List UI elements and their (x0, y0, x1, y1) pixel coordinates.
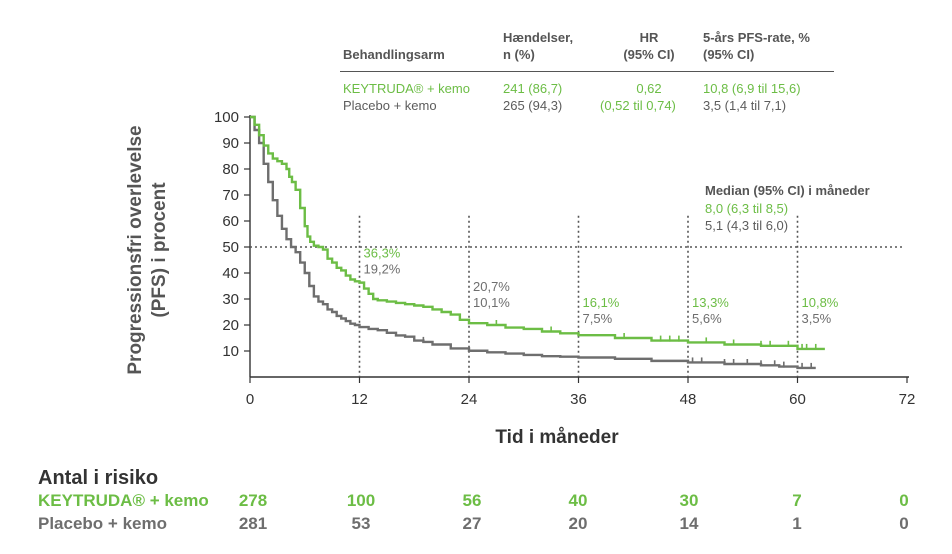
y-tick-label: 100 (214, 109, 239, 126)
row-keytruda-arm: KEYTRUDA® + kemo (343, 81, 470, 96)
risk-keytruda-label: KEYTRUDA® + kemo (38, 491, 209, 510)
x-tick-label: 36 (570, 391, 587, 408)
series-keytruda-curve (250, 115, 825, 351)
annotation-keytruda-60: 10,8% (802, 295, 839, 310)
risk-placebo-label: Placebo + kemo (38, 514, 167, 533)
x-tick-label: 72 (899, 391, 916, 408)
y-tick-label: 40 (222, 265, 239, 282)
row-placebo-hr-ci: (0,52 til 0,74) (600, 98, 676, 113)
annotation-keytruda-24: 20,7% (473, 279, 510, 294)
risk-keytruda-count: 7 (792, 491, 802, 510)
x-tick-label: 24 (461, 391, 478, 408)
table-header-events: Hændelser, n (%) (503, 30, 574, 62)
row-keytruda-rate: 10,8 (6,9 til 15,6) (703, 81, 801, 96)
median-keytruda: 8,0 (6,3 til 8,5) (705, 201, 789, 216)
annotation-placebo-36: 7,5% (583, 311, 613, 326)
annotation-keytruda-12: 36,3% (364, 245, 401, 260)
risk-keytruda-count: 278 (238, 491, 268, 510)
risk-placebo-count: 0 (899, 514, 909, 533)
row-placebo-rate: 3,5 (1,4 til 7,1) (703, 98, 787, 113)
risk-placebo-count: 27 (462, 514, 482, 533)
row-keytruda-hr: 0,62 (636, 81, 662, 96)
y-axis-label: Progressionsfri overlevelse (PFS) i proc… (125, 125, 170, 375)
annotation-placebo-60: 3,5% (802, 311, 832, 326)
row-keytruda-events: 241 (86,7) (503, 81, 563, 96)
risk-keytruda-count: 56 (462, 491, 482, 510)
risk-keytruda-count: 30 (679, 491, 699, 510)
median-title: Median (95% CI) i måneder (705, 183, 870, 198)
x-tick-label: 48 (680, 391, 697, 408)
risk-placebo-count: 53 (351, 514, 371, 533)
y-tick-label: 50 (222, 239, 239, 256)
risk-placebo-count: 20 (568, 514, 588, 533)
median-placebo: 5,1 (4,3 til 6,0) (705, 218, 789, 233)
x-tick-label: 60 (789, 391, 806, 408)
x-tick-label: 0 (246, 391, 254, 408)
risk-placebo-count: 1 (792, 514, 802, 533)
table-divider (340, 71, 834, 72)
risk-keytruda-count: 0 (899, 491, 909, 510)
risk-placebo-count: 281 (238, 514, 268, 533)
table-header-hr: HR (95% CI) (623, 30, 675, 62)
annotation-placebo-12: 19,2% (364, 261, 401, 276)
annotation-keytruda-48: 13,3% (692, 295, 729, 310)
x-tick-label: 12 (351, 391, 368, 408)
y-tick-label: 20 (222, 317, 239, 334)
risk-title: Antal i risiko (38, 467, 159, 489)
series-placebo-curve (250, 115, 816, 370)
risk-keytruda-count: 100 (346, 491, 376, 510)
table-header-arm: Behandlingsarm (343, 47, 445, 62)
row-placebo-events: 265 (94,3) (503, 98, 563, 113)
row-placebo-arm: Placebo + kemo (343, 98, 437, 113)
risk-keytruda-count: 40 (568, 491, 588, 510)
table-header-rate: 5-års PFS-rate, % (95% CI) (703, 30, 810, 62)
y-tick-label: 30 (222, 291, 239, 308)
y-tick-label: 70 (222, 187, 239, 204)
annotation-placebo-24: 10,1% (473, 295, 510, 310)
y-tick-label: 80 (222, 161, 239, 178)
x-axis-label: Tid i måneder (495, 427, 619, 448)
risk-placebo-count: 14 (679, 514, 699, 533)
y-tick-label: 10 (222, 343, 239, 360)
annotation-placebo-48: 5,6% (692, 311, 722, 326)
annotation-keytruda-36: 16,1% (583, 295, 620, 310)
y-tick-label: 60 (222, 213, 239, 230)
y-tick-label: 90 (222, 135, 239, 152)
